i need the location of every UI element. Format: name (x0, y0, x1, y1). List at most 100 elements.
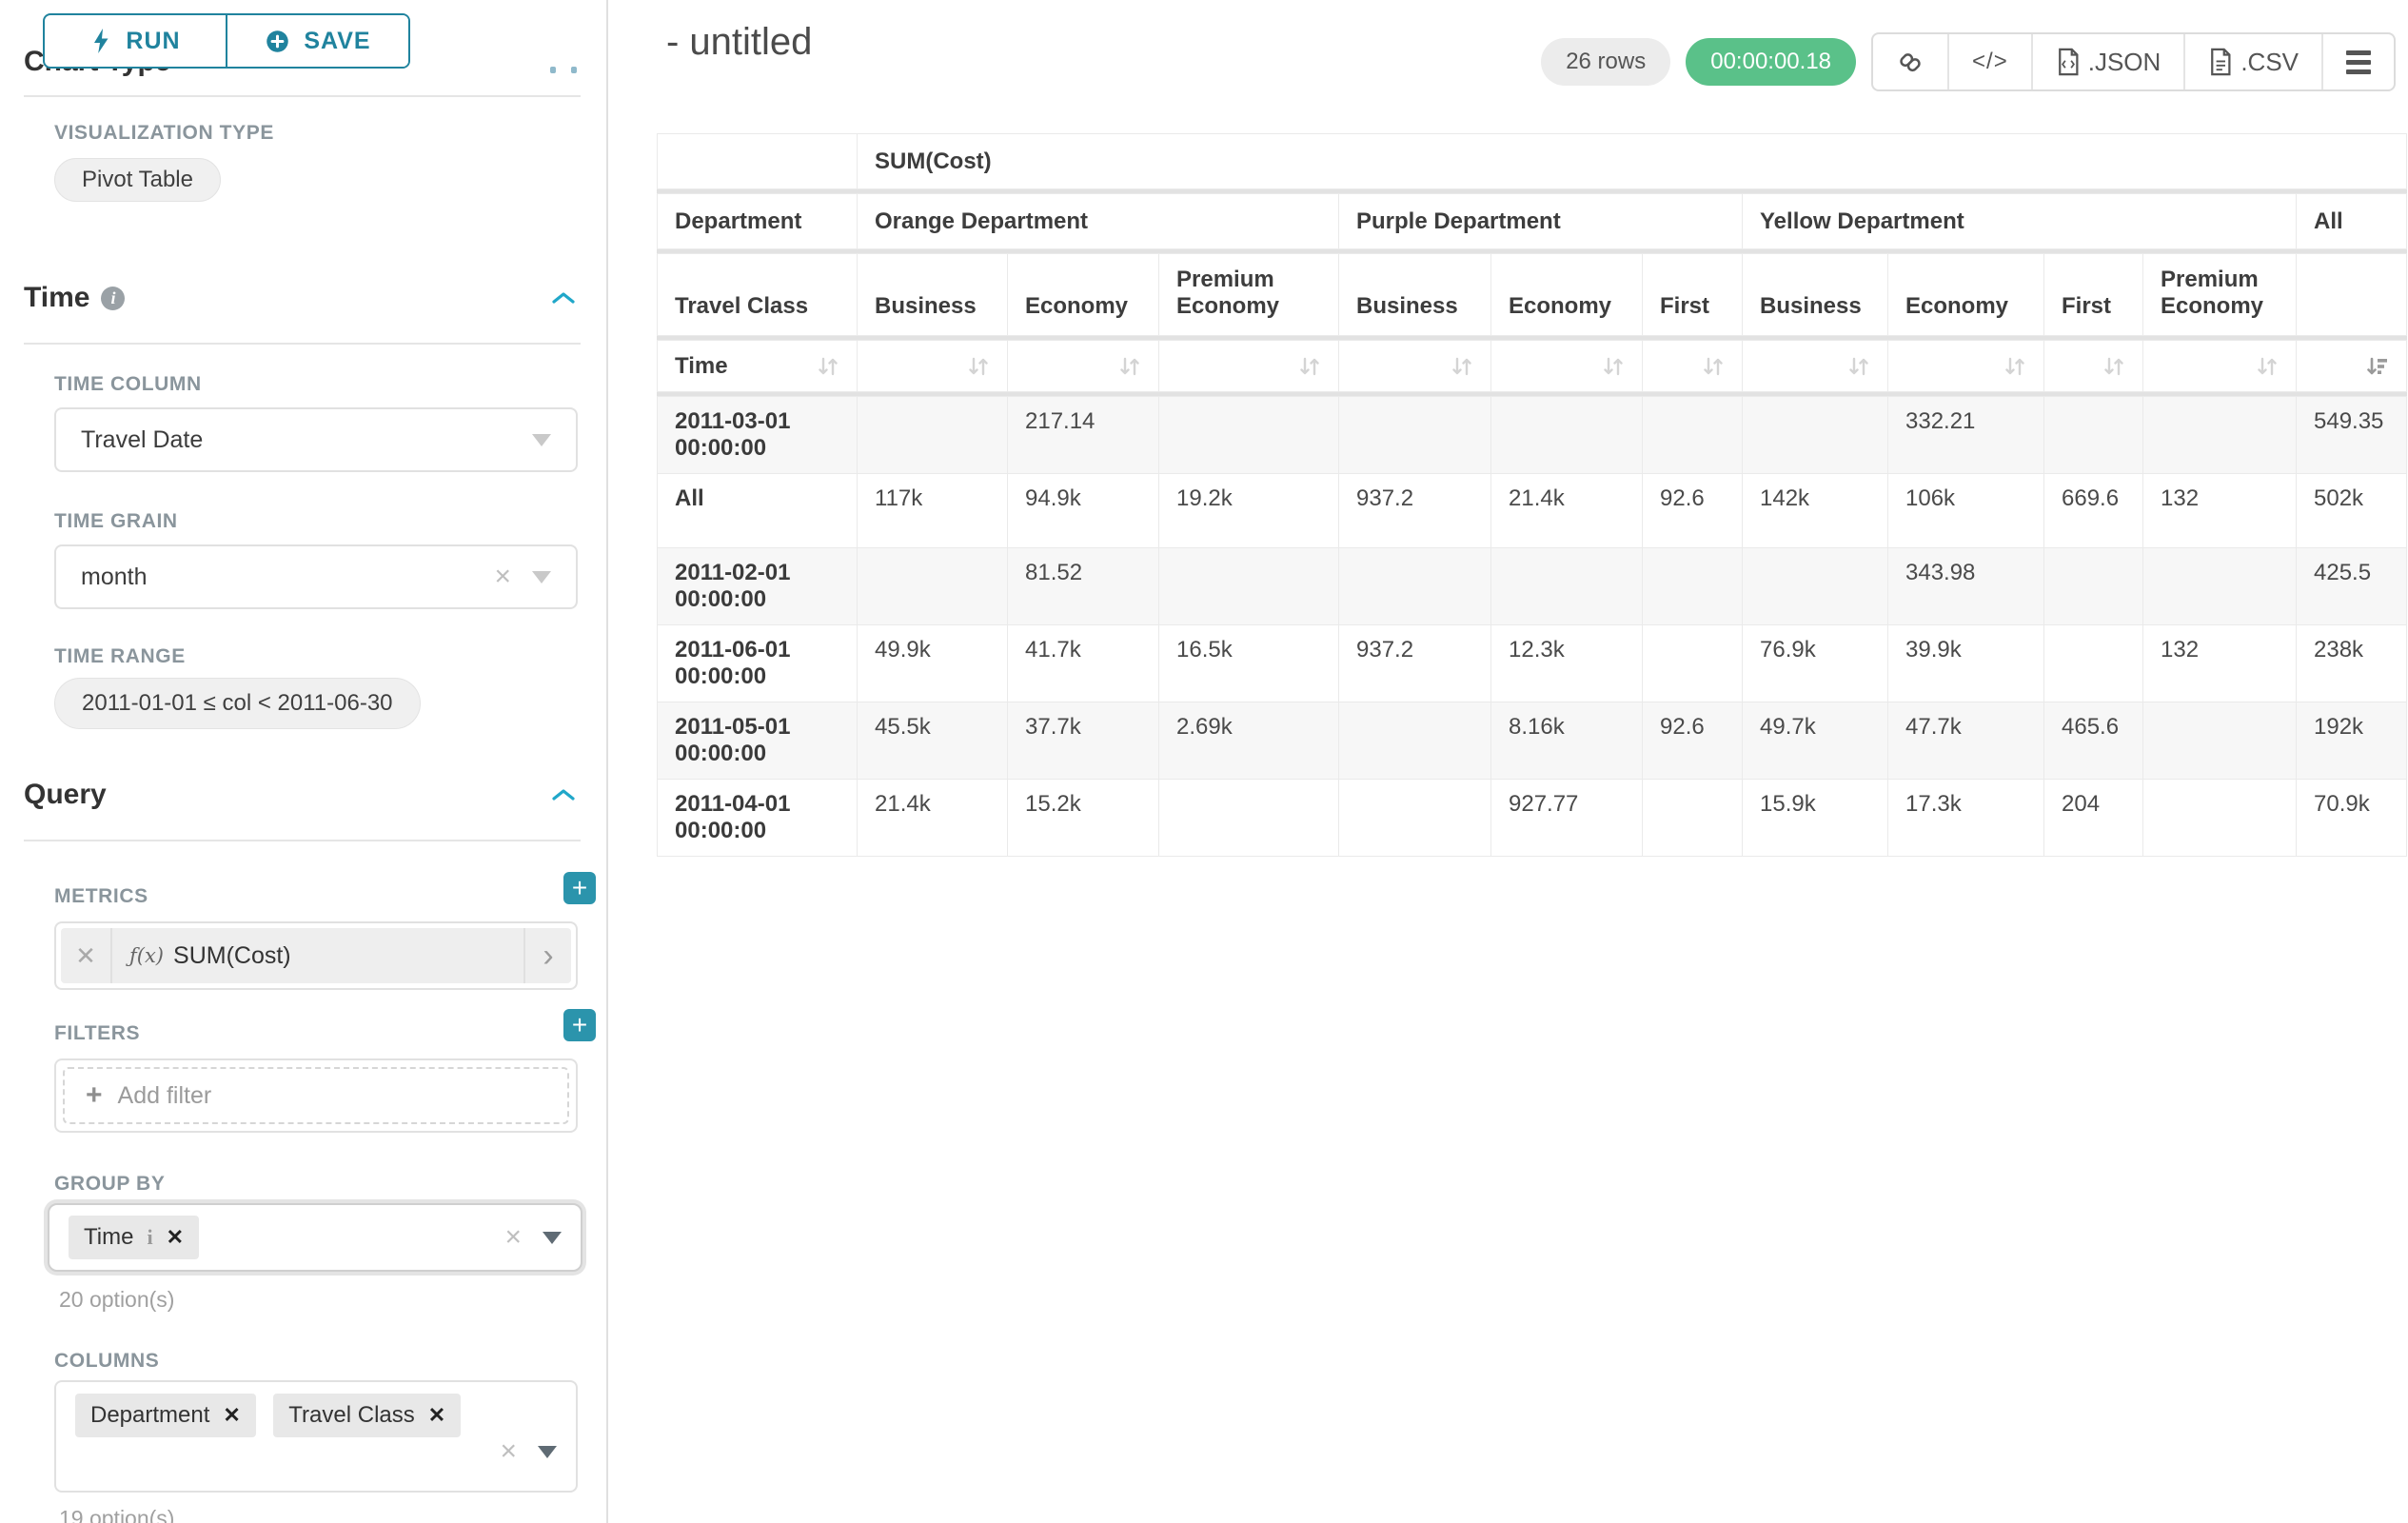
time-grain-select[interactable]: month × (54, 544, 578, 609)
pivot-cell: 47.7k (1887, 702, 2044, 780)
columns-tag-department[interactable]: Department ✕ (75, 1394, 256, 1437)
column-sort-header-active[interactable] (2295, 340, 2408, 392)
pivot-cell: 192k (2295, 702, 2408, 780)
control-panel: Chart Type RUN SAVE VISUALIZATION TYPE P… (0, 0, 608, 1523)
export-json-label: .JSON (2087, 47, 2161, 76)
remove-tag-icon[interactable]: ✕ (166, 1225, 185, 1249)
add-filter-plus-button[interactable]: + (563, 1009, 596, 1041)
pivot-cell: 49.9k (857, 624, 1008, 702)
pivot-cell: 45.5k (857, 702, 1008, 780)
pivot-cell: 502k (2295, 473, 2408, 548)
json-file-icon (2058, 48, 2079, 76)
metrics-container: ✕ ƒ(x) SUM(Cost) › (54, 921, 578, 990)
save-button[interactable]: SAVE (226, 15, 408, 67)
export-json-button[interactable]: .JSON (2030, 34, 2184, 89)
chevron-down-icon (532, 570, 551, 583)
columns-select[interactable]: Department ✕ Travel Class ✕ × (54, 1380, 578, 1493)
filters-label: FILTERS (54, 1022, 141, 1044)
class-col: Business (1742, 253, 1888, 336)
export-csv-button[interactable]: .CSV (2183, 34, 2321, 89)
info-icon: i (101, 286, 126, 310)
copy-link-button[interactable] (1873, 34, 1947, 89)
sort-icon (2104, 357, 2123, 375)
dept-group-all: All (2295, 193, 2408, 249)
embed-code-button[interactable]: </> (1947, 34, 2031, 89)
pivot-cell (1642, 779, 1743, 857)
time-column-select[interactable]: Travel Date (54, 407, 578, 472)
pivot-cell: 238k (2295, 624, 2408, 702)
pivot-cell: 92.6 (1642, 702, 1743, 780)
table-row: 2011-03-01 00:00:00 217.14 332.21 549.35 (657, 396, 2408, 474)
sort-desc-icon (2367, 357, 2388, 374)
clear-icon[interactable]: × (494, 561, 511, 592)
clear-icon[interactable]: × (504, 1221, 522, 1253)
link-icon (1900, 53, 1921, 72)
pivot-cell: 332.21 (1887, 396, 2044, 474)
pivot-cell: 937.2 (1338, 473, 1491, 548)
collapse-chevron-icon[interactable] (550, 290, 577, 306)
sort-icon (1704, 357, 1723, 375)
clear-icon[interactable]: × (500, 1435, 517, 1467)
column-sort-header[interactable] (1338, 340, 1491, 392)
chart-title[interactable]: - untitled (666, 21, 813, 63)
class-col: Economy (1887, 253, 2044, 336)
pivot-cell: 81.52 (1007, 547, 1159, 625)
columns-label: COLUMNS (54, 1350, 160, 1372)
hamburger-icon (2346, 49, 2371, 74)
result-toolbar: 26 rows 00:00:00.18 </> (1541, 32, 2396, 91)
add-filter-dropzone[interactable]: + Add filter (63, 1067, 569, 1124)
more-menu-button[interactable] (2321, 34, 2394, 89)
time-section-title: Time (24, 282, 90, 313)
time-section-header[interactable]: Time i (24, 282, 126, 314)
run-button[interactable]: RUN (45, 15, 226, 67)
header-gap (657, 188, 2407, 194)
add-metric-button[interactable]: + (563, 872, 596, 904)
column-sort-header[interactable] (857, 340, 1008, 392)
pivot-cell (2142, 547, 2297, 625)
column-sort-header[interactable] (1007, 340, 1159, 392)
chevron-right-icon[interactable]: › (523, 928, 571, 983)
chevron-up-icon (571, 67, 577, 73)
run-button-label: RUN (126, 27, 181, 54)
remove-tag-icon[interactable]: ✕ (427, 1403, 446, 1427)
metric-chip[interactable]: ✕ ƒ(x) SUM(Cost) › (61, 928, 571, 983)
pivot-cell (1642, 396, 1743, 474)
group-by-select[interactable]: Time i ✕ × (48, 1203, 582, 1272)
class-col: Premium Economy (2142, 253, 2297, 336)
pivot-cell (1642, 547, 1743, 625)
query-section-header[interactable]: Query (24, 779, 107, 811)
visualization-type-pill[interactable]: Pivot Table (54, 158, 221, 202)
column-sort-header[interactable] (1642, 340, 1743, 392)
columns-tag-travel-class[interactable]: Travel Class ✕ (273, 1394, 462, 1437)
filters-container: + Add filter (54, 1058, 578, 1133)
pivot-cell: 8.16k (1490, 702, 1643, 780)
class-col: Premium Economy (1158, 253, 1339, 336)
column-sort-header[interactable] (1158, 340, 1339, 392)
time-range-pill[interactable]: 2011-01-01 ≤ col < 2011-06-30 (54, 678, 421, 729)
visualization-type-value: Pivot Table (82, 167, 193, 192)
query-section-title: Query (24, 779, 107, 810)
pivot-cell: 927.77 (1490, 779, 1643, 857)
chevron-down-icon (543, 1231, 562, 1244)
column-sort-header[interactable] (2142, 340, 2297, 392)
pivot-cell: 343.98 (1887, 547, 2044, 625)
pivot-cell (2043, 396, 2143, 474)
collapse-chevron-icon[interactable] (550, 787, 577, 802)
sort-icon (2005, 357, 2024, 375)
query-timer-badge: 00:00:00.18 (1686, 38, 1857, 86)
time-sort-header[interactable]: Time (657, 340, 858, 392)
tag-label: Department (90, 1402, 210, 1428)
plus-circle-icon (266, 30, 289, 52)
table-row: 2011-02-01 00:00:00 81.52 343.98 425.5 (657, 547, 2408, 625)
column-sort-header[interactable] (1742, 340, 1888, 392)
column-sort-header[interactable] (1490, 340, 1643, 392)
remove-tag-icon[interactable]: ✕ (223, 1403, 241, 1427)
pivot-cell: 142k (1742, 473, 1888, 548)
group-by-tag-time[interactable]: Time i ✕ (69, 1216, 200, 1259)
row-header: 2011-03-01 00:00:00 (657, 396, 858, 474)
pivot-cell: 117k (857, 473, 1008, 548)
remove-metric-icon[interactable]: ✕ (61, 928, 112, 983)
column-sort-header[interactable] (2043, 340, 2143, 392)
time-axis-label: Time (675, 352, 728, 379)
column-sort-header[interactable] (1887, 340, 2044, 392)
